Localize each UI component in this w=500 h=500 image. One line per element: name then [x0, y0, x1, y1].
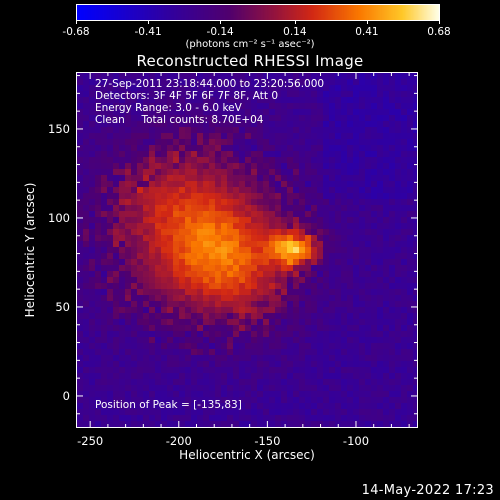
colorbar-tick-mark: [366, 21, 368, 24]
y-tick-label: 50: [55, 299, 70, 314]
colorbar-tick-mark: [294, 21, 296, 24]
y-tick-label: 150: [48, 121, 70, 136]
info-line: Energy Range: 3.0 - 6.0 keV: [95, 102, 242, 114]
info-line: Detectors: 3F 4F 5F 6F 7F 8F, Att 0: [95, 90, 279, 102]
plot-title: Reconstructed RHESSI Image: [136, 52, 364, 70]
x-tick-label: -100: [342, 434, 370, 448]
plot-timestamp: 14-May-2022 17:23: [361, 483, 494, 498]
x-axis-label: Heliocentric X (arcsec): [179, 448, 315, 462]
y-axis-label: Heliocentric Y (arcsec): [23, 182, 37, 318]
colorbar-gradient: [76, 4, 440, 21]
info-line: 27-Sep-2011 23:18:44.000 to 23:20:56.000: [95, 78, 325, 90]
x-tick-label: -250: [77, 434, 104, 448]
colorbar-tick-label: 0.68: [427, 26, 451, 38]
peak-position-note: Position of Peak = [-135,83]: [95, 399, 242, 411]
colorbar-tick-label: 0.41: [355, 26, 379, 38]
x-tick-label: -200: [165, 434, 192, 448]
colorbar-tick-label: -0.68: [62, 26, 90, 38]
colorbar-tick-mark: [220, 21, 222, 24]
info-line: Clean Total counts: 8.70E+04: [95, 114, 264, 126]
image-plot-area: 27-Sep-2011 23:18:44.000 to 23:20:56.000…: [76, 72, 418, 428]
colorbar-tick-label: 0.14: [283, 26, 307, 38]
x-tick-label: -150: [254, 434, 281, 448]
colorbar-tick-mark: [439, 21, 440, 24]
colorbar-tick-mark: [148, 21, 150, 24]
y-tick-label: 0: [62, 388, 70, 403]
y-tick-label: 100: [48, 210, 70, 225]
colorbar-tick-mark: [76, 21, 77, 24]
reconstructed-image: [77, 73, 417, 427]
colorbar-units-label: (photons cm⁻² s⁻¹ asec⁻²): [185, 39, 315, 50]
colorbar-tick-label: -0.41: [134, 26, 162, 38]
colorbar-tick-label: -0.14: [206, 26, 234, 38]
